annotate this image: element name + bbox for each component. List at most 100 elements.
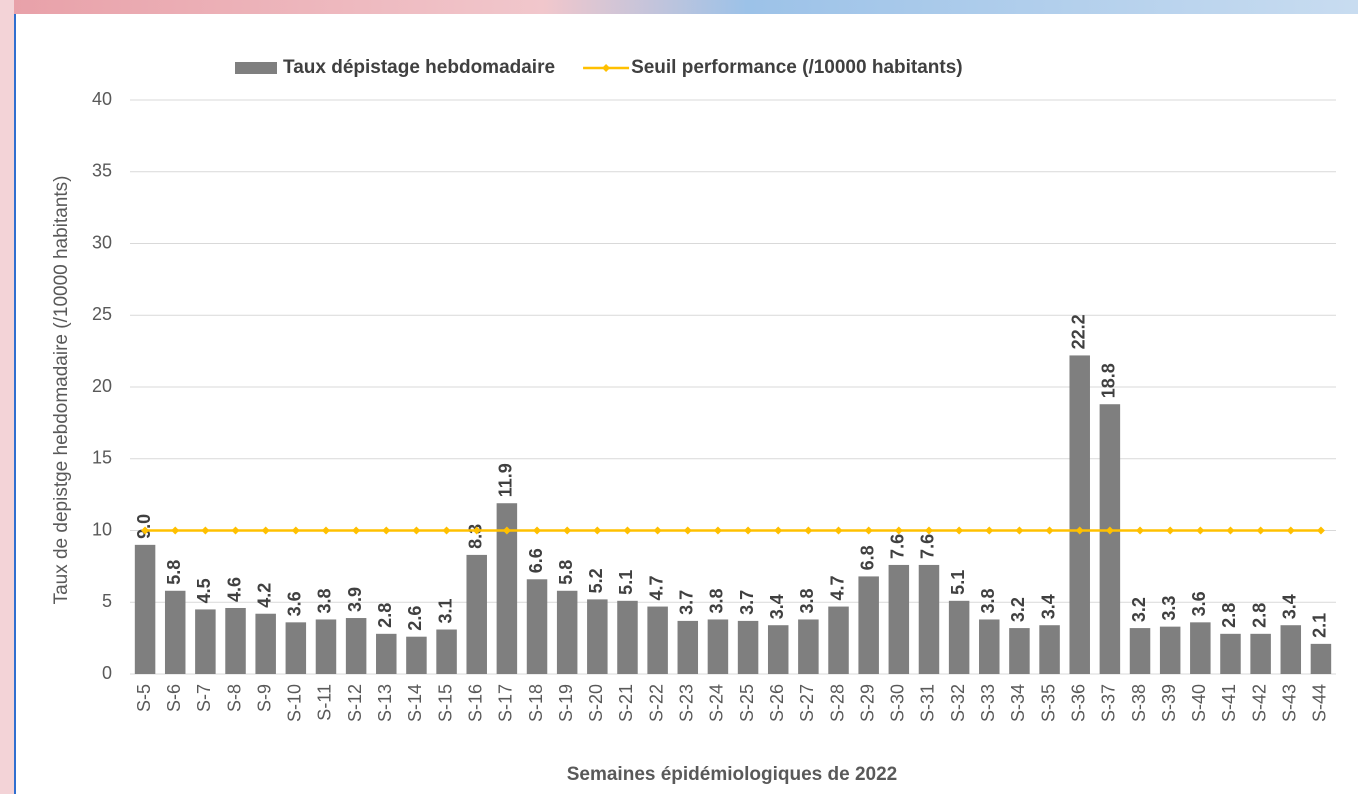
bar (647, 607, 668, 674)
x-tick-label: S-17 (496, 684, 516, 722)
threshold-marker (804, 527, 812, 535)
x-tick-label: S-28 (827, 684, 847, 722)
threshold-marker (955, 527, 963, 535)
x-tick-label: S-32 (948, 684, 968, 722)
y-tick-label: 35 (92, 161, 112, 181)
y-axis-title: Taux de depistge hebdomadaire (/10000 ha… (51, 176, 72, 605)
threshold-marker (1046, 527, 1054, 535)
threshold-marker (563, 527, 571, 535)
bar (406, 637, 427, 674)
x-tick-label: S-19 (556, 684, 576, 722)
data-label: 3.8 (707, 588, 727, 613)
page: Semaines épidémiologiques de 2022 Taux d… (0, 0, 1358, 794)
threshold-marker (292, 527, 300, 535)
x-tick-label: S-26 (767, 684, 787, 722)
data-label: 3.9 (345, 587, 365, 612)
threshold-marker (1196, 527, 1204, 535)
y-tick-label: 15 (92, 448, 112, 468)
bar (1069, 355, 1090, 674)
header-image (0, 0, 1358, 14)
bar (135, 545, 156, 674)
bar (165, 591, 186, 674)
x-tick-label: S-36 (1068, 684, 1088, 722)
bar (376, 634, 397, 674)
threshold-marker (985, 527, 993, 535)
data-label: 7.6 (918, 534, 938, 559)
y-tick-label: 0 (102, 663, 112, 683)
x-axis-title: Semaines épidémiologiques de 2022 (567, 764, 898, 785)
data-label: 3.3 (1159, 596, 1179, 621)
bar (1039, 625, 1060, 674)
data-label: 5.1 (948, 570, 968, 595)
data-label: 2.8 (1219, 603, 1239, 628)
threshold-marker (171, 527, 179, 535)
x-tick-label: S-8 (224, 684, 244, 712)
threshold-marker (835, 527, 843, 535)
x-tick-label: S-18 (526, 684, 546, 722)
threshold-marker (1166, 527, 1174, 535)
bar (738, 621, 759, 674)
data-label: 3.8 (797, 588, 817, 613)
data-label: 6.6 (526, 548, 546, 573)
data-label: 3.6 (1189, 591, 1209, 616)
y-tick-label: 10 (92, 519, 112, 539)
legend-swatch (602, 64, 610, 72)
data-label: 3.2 (1129, 597, 1149, 622)
bar (1009, 628, 1030, 674)
chart: Semaines épidémiologiques de 2022 Taux d… (0, 0, 1358, 794)
data-label: 18.8 (1099, 363, 1119, 398)
bar (587, 599, 608, 674)
x-tick-label: S-9 (254, 684, 274, 712)
data-label: 2.1 (1310, 613, 1330, 638)
data-label: 3.4 (1038, 594, 1058, 619)
x-tick-label: S-23 (677, 684, 697, 722)
data-label: 3.8 (315, 588, 335, 613)
threshold-marker (865, 527, 873, 535)
x-tick-label: S-41 (1219, 684, 1239, 722)
threshold-marker (714, 527, 722, 535)
x-tick-label: S-13 (375, 684, 395, 722)
bar (1250, 634, 1271, 674)
bar (195, 609, 216, 674)
data-label: 2.8 (375, 603, 395, 628)
data-label: 3.4 (767, 594, 787, 619)
x-tick-label: S-10 (285, 684, 305, 722)
data-label: 5.8 (556, 560, 576, 585)
data-label: 2.6 (405, 606, 425, 631)
data-label: 11.9 (496, 463, 516, 497)
bar (1130, 628, 1151, 674)
x-tick-label: S-12 (345, 684, 365, 722)
threshold-marker (412, 527, 420, 535)
data-label: 7.6 (888, 534, 908, 559)
x-tick-label: S-44 (1310, 684, 1330, 722)
x-tick-label: S-29 (857, 684, 877, 722)
threshold-marker (533, 527, 541, 535)
x-tick-label: S-27 (797, 684, 817, 722)
threshold-marker (684, 527, 692, 535)
x-tick-label: S-42 (1249, 684, 1269, 722)
x-tick-label: S-43 (1280, 684, 1300, 722)
bar (949, 601, 970, 674)
bar (617, 601, 638, 674)
data-label: 3.7 (737, 590, 757, 615)
bar (557, 591, 578, 674)
y-tick-label: 20 (92, 376, 112, 396)
bar (768, 625, 789, 674)
threshold-marker (1226, 527, 1234, 535)
data-label: 4.6 (224, 577, 244, 602)
data-label: 3.6 (285, 591, 305, 616)
y-tick-label: 5 (102, 591, 112, 611)
x-tick-label: S-20 (586, 684, 606, 722)
bar (1190, 622, 1211, 674)
data-label: 3.4 (1280, 594, 1300, 619)
x-tick-label: S-31 (918, 684, 938, 722)
data-label: 2.8 (1249, 603, 1269, 628)
x-tick-label: S-5 (134, 684, 154, 712)
x-tick-label: S-16 (465, 684, 485, 722)
data-label: 4.2 (254, 583, 274, 608)
x-tick-label: S-21 (616, 684, 636, 722)
x-tick-label: S-22 (646, 684, 666, 722)
threshold-marker (774, 527, 782, 535)
x-tick-label: S-40 (1189, 684, 1209, 722)
bar (889, 565, 910, 674)
